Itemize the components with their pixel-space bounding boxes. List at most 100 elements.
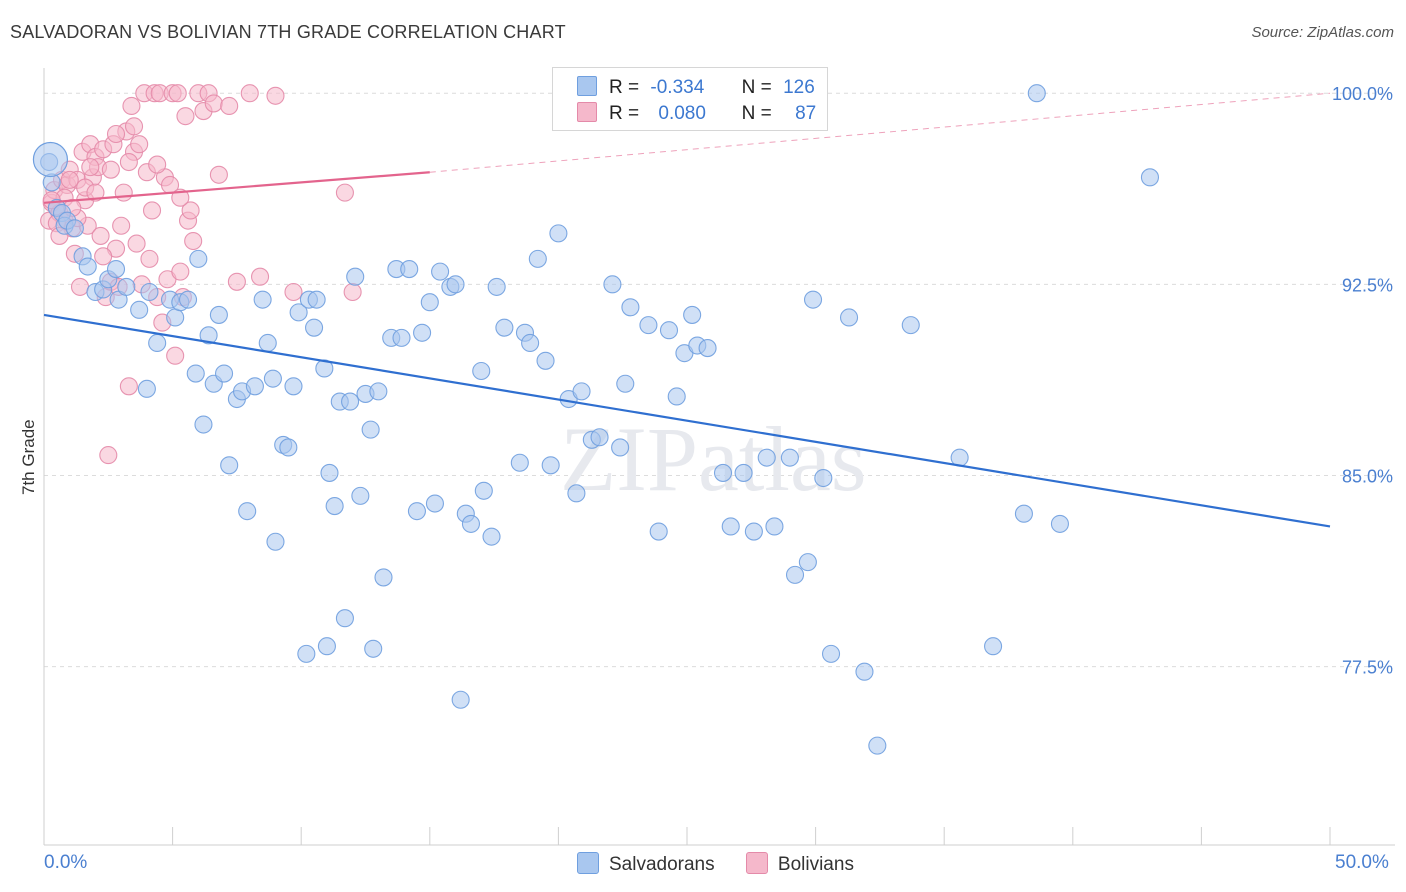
bolivian-point [122, 96, 141, 116]
salvadoran-point [472, 361, 491, 381]
salvadoran-point [258, 333, 277, 353]
legend-row-salvadoran: R = -0.334 N = 126 [577, 76, 815, 98]
salvadoran-point [140, 282, 159, 302]
salvadoran-point [721, 517, 740, 536]
salvadoran-point [364, 639, 383, 658]
bolivian-point [176, 107, 195, 126]
salvadoran-point [510, 453, 529, 472]
salvadoran-point [683, 305, 702, 324]
salvadoran-point [1014, 504, 1033, 523]
salvadoran-point [186, 364, 205, 383]
y-tick-label: 92.5% [1342, 275, 1393, 295]
legend-r-label: R = [609, 103, 640, 124]
salvadoran-point [400, 260, 419, 279]
salvadoran-point [757, 448, 776, 467]
salvadoran-cluster-point [32, 141, 69, 178]
bolivian-point [70, 277, 90, 296]
bolivian-point [266, 86, 285, 105]
salvadoran-point [361, 420, 380, 439]
salvadoran-points [32, 84, 1160, 755]
salvadoran-point [567, 484, 586, 503]
salvadoran-point [297, 644, 316, 663]
bolivian-point [140, 249, 159, 268]
salvadoran-point [1140, 168, 1160, 187]
bolivian-point [94, 247, 113, 266]
y-tick-label: 100.0% [1332, 84, 1393, 104]
salvadoran-point [178, 290, 198, 309]
salvadoran-point [785, 565, 805, 584]
bolivian-point [209, 165, 228, 184]
salvadoran-point [351, 486, 370, 505]
salvadoran-point [78, 257, 97, 276]
salvadoran-point [839, 308, 859, 327]
salvadoran-point [765, 517, 784, 536]
salvadoran-point [420, 293, 439, 312]
bolivian-point [204, 94, 223, 113]
salvadoran-point [263, 369, 282, 388]
salvadoran-point [495, 318, 514, 337]
salvadoran-point [536, 351, 555, 370]
bolivian-point [240, 84, 259, 103]
bolivian-point [114, 183, 133, 202]
bolivian-point [343, 282, 362, 302]
legend-item-salvadorans[interactable]: Salvadorans [577, 852, 715, 876]
salvadoran-point [901, 316, 920, 335]
salvadoran-point [984, 637, 1003, 656]
salvadoran-point [266, 532, 285, 551]
source-label: Source: ZipAtlas.com [1251, 24, 1394, 41]
bolivian-point [171, 262, 190, 281]
bolivian-point [106, 124, 126, 144]
y-tick-label: 85.0% [1342, 466, 1393, 486]
bolivian-point [227, 272, 246, 291]
salvadoran-point [289, 303, 308, 322]
gridlines [44, 92, 1395, 668]
salvadoran-point [194, 415, 213, 434]
bolivian-point [250, 267, 270, 286]
legend-r-value: -0.334 [650, 77, 705, 98]
salvadoran-point [713, 463, 733, 482]
stats-legend: R = -0.334 N = 126 R = 0.080 N = 87 [552, 67, 828, 131]
salvadoran-point [1050, 514, 1069, 533]
salvadoran-point [317, 637, 336, 656]
salvadoran-point [117, 277, 136, 296]
salvadoran-point [482, 527, 501, 546]
salvadoran-point [148, 333, 167, 353]
legend-n-label: N = [741, 77, 772, 98]
salvadoran-point [137, 379, 156, 398]
bolivian-point [124, 117, 144, 136]
bolivian-trend-extension [429, 92, 1331, 173]
salvadoran-point [659, 321, 679, 340]
legend-item-bolivians[interactable]: Bolivians [745, 852, 854, 876]
salvadoran-point [238, 502, 257, 521]
salvadoran-point [616, 374, 635, 393]
legend-swatch-salvadoran [577, 76, 597, 96]
legend-n-value: 126 [783, 77, 815, 98]
salvadoran-point [611, 438, 630, 457]
salvadoran-point [407, 502, 426, 521]
salvadoran-point [220, 456, 239, 475]
salvadoran-point [341, 392, 360, 411]
legend-row-bolivian: R = 0.080 N = 87 [577, 102, 816, 124]
salvadoran-point [868, 736, 887, 755]
legend-n-value: 87 [795, 103, 817, 124]
legend-r-label: R = [609, 77, 640, 98]
salvadoran-point [199, 326, 218, 345]
salvadoran-point [214, 364, 234, 383]
salvadoran-point [639, 316, 658, 335]
salvadoran-point [821, 644, 841, 663]
legend-swatch-salvadorans [577, 852, 599, 874]
bolivian-point [119, 152, 138, 172]
salvadoran-point [698, 339, 717, 358]
salvadoran-point [667, 387, 686, 406]
salvadoran-point [413, 323, 432, 342]
bolivian-point [119, 377, 138, 396]
bolivian-point [335, 183, 354, 202]
salvadoran-point [284, 377, 303, 396]
salvadoran-point [814, 468, 833, 488]
salvadoran-point [734, 463, 753, 482]
salvadoran-point [425, 494, 444, 513]
salvadoran-point [279, 438, 298, 457]
salvadoran-point [431, 262, 450, 281]
salvadoran-point [325, 497, 344, 516]
